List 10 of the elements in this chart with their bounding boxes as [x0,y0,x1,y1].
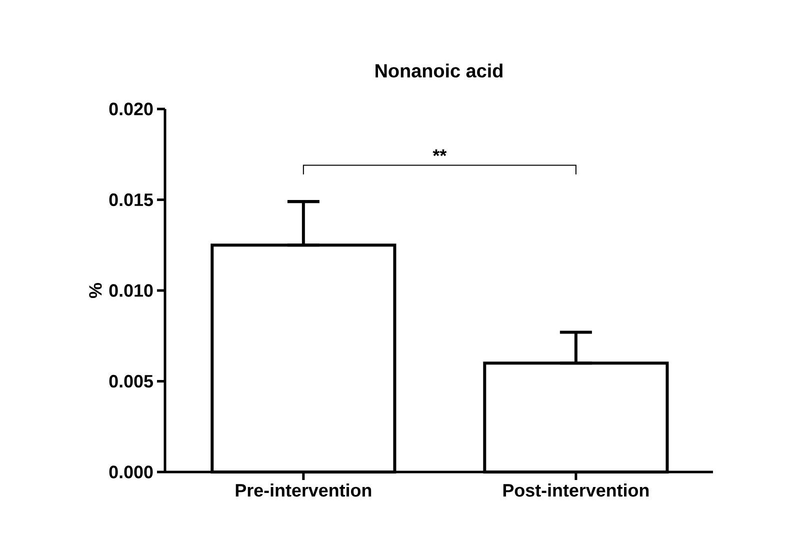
y-tick-label: 0.010 [109,284,153,297]
x-tick-label: Post-intervention [503,484,649,497]
y-tick-label: 0.000 [109,466,153,478]
x-tick-label: Pre-intervention [236,484,372,497]
annotation: ** [432,149,447,156]
chart-title: Nonanoic acid [376,64,502,78]
y-tick-label: 0.015 [109,193,153,206]
y-tick-label: 0.005 [109,374,153,388]
y-axis-title: % [89,283,102,298]
y-tick-label: 0.020 [109,102,153,116]
